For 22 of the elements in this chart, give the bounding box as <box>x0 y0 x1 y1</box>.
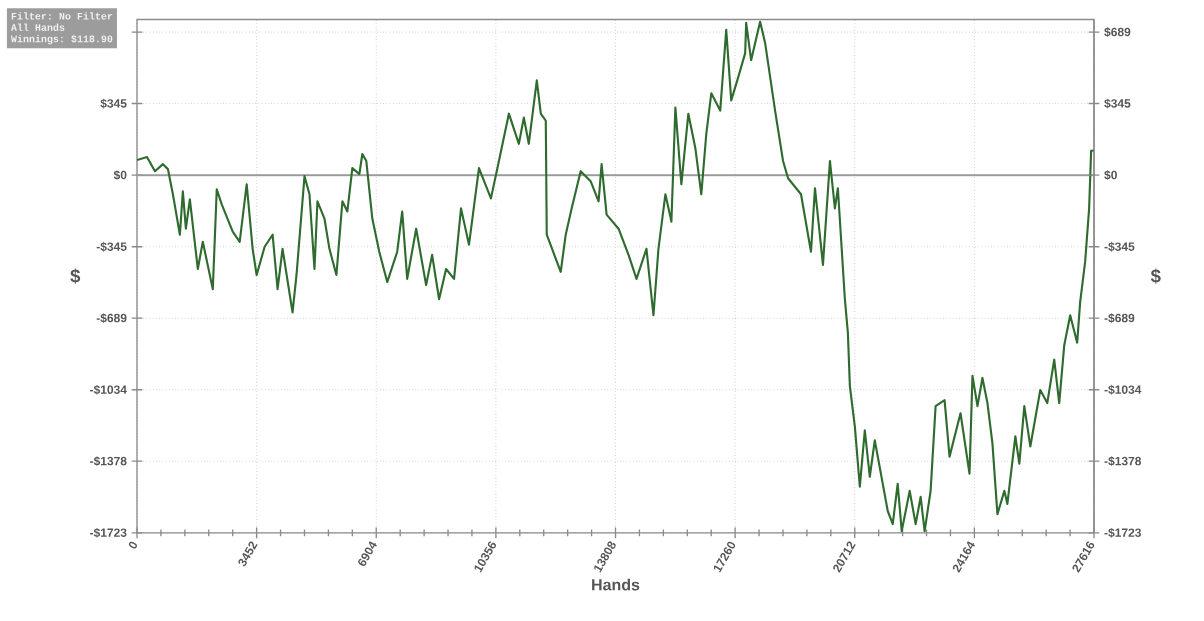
y2-tick-label: -$345 <box>1104 241 1135 252</box>
y2-tick-label: -$689 <box>1104 313 1135 323</box>
y-tick-label: $0 <box>113 170 127 180</box>
y2-tick-label: $345 <box>1104 98 1131 109</box>
y2-tick-label: -$1378 <box>1104 456 1142 466</box>
y-tick-label: -$689 <box>96 313 127 323</box>
y-tick-label: -$1723 <box>90 527 127 538</box>
y2-tick-label: -$1723 <box>1104 527 1141 538</box>
x-tick-label: 0 <box>128 541 138 549</box>
x-axis-title: Hands <box>592 578 640 591</box>
y2-tick-label: -$1034 <box>1104 384 1142 395</box>
y-axis-title: $ <box>70 268 81 284</box>
y2-tick-label: $689 <box>1104 27 1131 37</box>
y-tick-label: -$345 <box>96 241 127 252</box>
y2-tick-label: $0 <box>1104 170 1117 180</box>
text: Winnings: $118.90 <box>10 34 113 45</box>
text: All Hands <box>10 23 65 31</box>
y-tick-label: $345 <box>100 98 127 109</box>
text: Filter: No Filter <box>11 12 113 20</box>
y-tick-label: -$1378 <box>90 456 127 466</box>
y-tick-label: -$1034 <box>90 384 127 395</box>
y2-axis-title: $ <box>1150 268 1161 284</box>
